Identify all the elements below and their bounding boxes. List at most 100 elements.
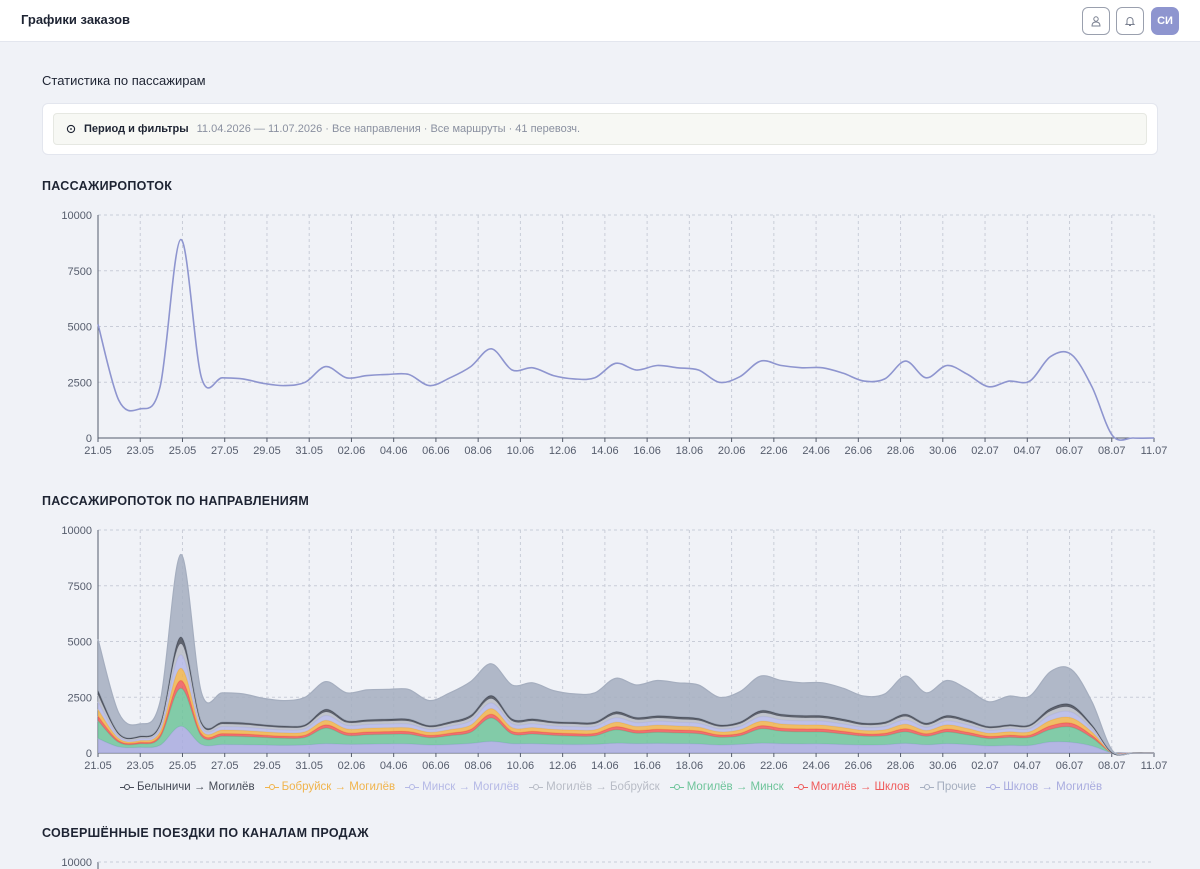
legend-marker-icon <box>986 783 1001 791</box>
x-tick-label: 06.07 <box>1056 445 1084 457</box>
top-bar: Графики заказов СИ <box>0 0 1200 42</box>
x-tick-label: 06.07 <box>1056 760 1084 772</box>
legend-label: Минск → Могилёв <box>422 781 520 793</box>
x-tick-label: 02.06 <box>338 760 366 772</box>
user-icon <box>1091 16 1101 27</box>
x-tick-label: 27.05 <box>211 760 239 772</box>
clock-icon <box>66 124 76 134</box>
area-series <box>98 726 1154 754</box>
legend-label: Могилёв → Минск <box>686 781 784 793</box>
legend-marker-icon <box>405 783 420 791</box>
x-tick-label: 08.07 <box>1098 445 1126 457</box>
x-tick-label: 26.06 <box>845 760 873 772</box>
x-tick-label: 18.06 <box>676 445 704 457</box>
y-tick-label: 7500 <box>68 266 92 278</box>
x-tick-label: 16.06 <box>633 445 661 457</box>
x-tick-label: 22.06 <box>760 445 788 457</box>
x-tick-label: 04.07 <box>1014 760 1042 772</box>
x-tick-label: 22.06 <box>760 760 788 772</box>
legend-label: Бобруйск → Могилёв <box>281 781 396 793</box>
legend-marker-icon <box>120 783 134 791</box>
x-tick-label: 23.05 <box>126 445 154 457</box>
profile-button[interactable] <box>1082 7 1110 35</box>
x-tick-label: 08.07 <box>1098 760 1126 772</box>
y-tick-label: 0 <box>86 433 92 445</box>
legend-label: Прочие <box>936 781 977 793</box>
x-tick-label: 08.06 <box>464 760 492 772</box>
legend-item[interactable]: Могилёв → Бобруйск <box>529 781 660 793</box>
legend-item[interactable]: Могилёв → Минск <box>669 781 784 793</box>
x-tick-label: 06.06 <box>422 445 450 457</box>
area-series-edge <box>97 553 1155 756</box>
x-tick-label: 26.06 <box>845 445 873 457</box>
x-tick-label: 30.06 <box>929 760 957 772</box>
x-tick-label: 29.05 <box>253 760 281 772</box>
x-tick-label: 08.06 <box>464 445 492 457</box>
x-tick-label: 31.05 <box>295 445 323 457</box>
legend-label: Могилёв → Бобруйск <box>546 781 660 793</box>
legend-label: Могилёв → Шклов <box>810 781 910 793</box>
y-tick-label: 7500 <box>68 581 92 593</box>
y-tick-label: 2500 <box>68 692 92 704</box>
x-tick-label: 02.07 <box>971 760 999 772</box>
x-tick-label: 20.06 <box>718 760 746 772</box>
x-tick-label: 28.06 <box>887 760 915 772</box>
chart-legend: Белыничи → Могилёв Бобруйск → Могилёв Минс… <box>120 781 1102 793</box>
app-title: Графики заказов <box>21 12 131 27</box>
section-title: Статистика по пассажирам <box>42 73 206 88</box>
y-tick-label: 0 <box>86 748 92 760</box>
x-tick-label: 24.06 <box>802 760 830 772</box>
x-tick-label: 21.05 <box>84 445 112 457</box>
x-tick-label: 04.06 <box>380 760 408 772</box>
x-tick-label: 12.06 <box>549 760 577 772</box>
series-line-total <box>97 238 1155 441</box>
x-tick-label: 04.06 <box>380 445 408 457</box>
x-tick-label: 02.06 <box>338 445 366 457</box>
legend-item[interactable]: Минск → Могилёв <box>405 781 519 793</box>
x-tick-label: 28.06 <box>887 445 915 457</box>
chart-title-trips-by-channel: СОВЕРШЁННЫЕ ПОЕЗДКИ ПО КАНАЛАМ ПРОДАЖ <box>42 826 369 840</box>
legend-marker-icon <box>793 783 808 791</box>
x-tick-label: 25.05 <box>169 445 197 457</box>
legend-marker-icon <box>529 783 544 791</box>
legend-item[interactable]: Могилёв → Шклов <box>793 781 910 793</box>
chart-title-passenger-flow: ПАССАЖИРОПОТОК <box>42 179 173 193</box>
area-series <box>98 554 1154 756</box>
bell-icon <box>1124 16 1136 26</box>
x-tick-label: 23.05 <box>126 760 154 772</box>
user-avatar[interactable]: СИ <box>1151 7 1179 35</box>
y-tick-label: 10000 <box>61 210 92 222</box>
x-tick-label: 16.06 <box>633 760 661 772</box>
x-tick-label: 11.07 <box>1141 760 1168 772</box>
x-tick-label: 24.06 <box>802 445 830 457</box>
x-tick-label: 29.05 <box>253 445 281 457</box>
legend-item[interactable]: Прочие <box>919 781 977 793</box>
x-tick-label: 12.06 <box>549 445 577 457</box>
x-tick-label: 04.07 <box>1014 445 1042 457</box>
filter-label: Период и фильтры <box>84 123 189 135</box>
legend-item[interactable]: Шклов → Могилёв <box>986 781 1102 793</box>
y-tick-label: 10000 <box>61 857 92 869</box>
y-tick-label: 10000 <box>61 525 92 537</box>
notifications-button[interactable] <box>1116 7 1144 35</box>
x-tick-label: 25.05 <box>169 760 197 772</box>
filter-card: Период и фильтры 11.04.2026 — 11.07.2026… <box>42 103 1158 155</box>
y-tick-label: 5000 <box>68 322 92 334</box>
x-tick-label: 11.07 <box>1141 445 1168 457</box>
area-series <box>98 688 1154 755</box>
legend-item[interactable]: Бобруйск → Могилёв <box>264 781 396 793</box>
x-tick-label: 02.07 <box>971 445 999 457</box>
legend-item[interactable]: Белыничи → Могилёв <box>120 781 255 793</box>
x-tick-label: 27.05 <box>211 445 239 457</box>
x-tick-label: 30.06 <box>929 445 957 457</box>
x-tick-label: 10.06 <box>507 445 535 457</box>
legend-label: Шклов → Могилёв <box>1003 781 1103 793</box>
filter-toggle[interactable]: Период и фильтры 11.04.2026 — 11.07.2026… <box>53 113 1147 145</box>
x-tick-label: 14.06 <box>591 445 619 457</box>
x-tick-label: 18.06 <box>676 760 704 772</box>
legend-marker-icon <box>264 783 279 791</box>
y-tick-label: 5000 <box>68 637 92 649</box>
